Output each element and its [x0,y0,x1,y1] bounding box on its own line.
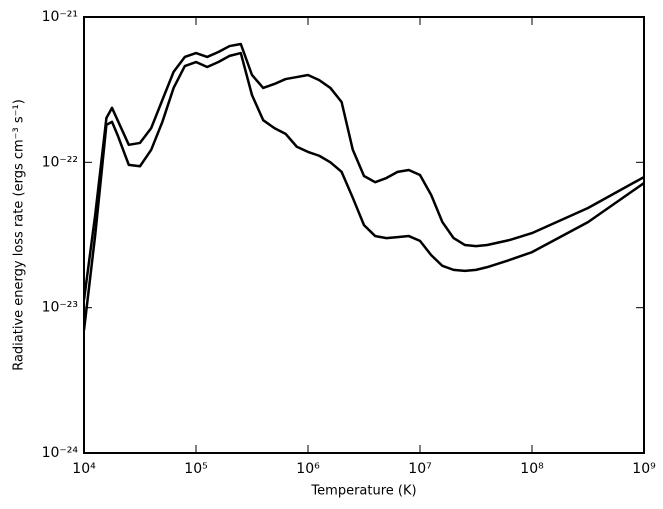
series-line [84,42,644,301]
y-axis-label: Radiative energy loss rate (ergs cm⁻³ s⁻… [12,99,27,371]
x-tick-label: 10⁹ [632,461,656,477]
y-tick-label: 10⁻²³ [42,300,78,316]
plot-frame [83,16,645,454]
y-tick-label: 10⁻²² [42,154,78,170]
x-axis-label: Temperature (K) [310,484,416,499]
series-line [84,51,644,331]
x-tick-label: 10⁶ [296,461,320,477]
y-tick-label: 10⁻²⁴ [42,445,79,461]
x-tick-label: 10⁷ [408,461,431,477]
x-tick-label: 10⁵ [184,461,207,477]
x-tick-label: 10⁴ [72,461,96,477]
x-tick-label: 10⁸ [520,461,544,477]
y-tick-label: 10⁻²¹ [42,9,78,25]
